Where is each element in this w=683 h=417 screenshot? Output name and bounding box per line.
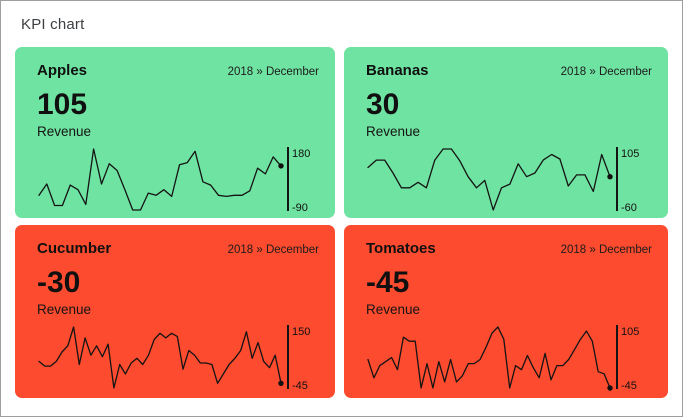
svg-text:-90: -90 (292, 202, 308, 214)
kpi-value-label: Revenue (366, 124, 421, 139)
kpi-title: Apples (37, 62, 88, 79)
kpi-value: -30 (37, 266, 81, 299)
sparkline-chart: 180 -90 (37, 144, 319, 214)
svg-text:-45: -45 (292, 380, 308, 392)
kpi-period-breadcrumb[interactable]: 2018 » December (560, 244, 652, 256)
kpi-grid: Apples 2018 » December 105 Revenue 180 -9… (15, 47, 668, 398)
svg-text:-60: -60 (621, 202, 637, 214)
sparkline-chart: 105 -60 (366, 144, 648, 214)
kpi-value: 30 (366, 88, 400, 121)
kpi-card-bananas[interactable]: Bananas 2018 » December 30 Revenue 105 -6… (344, 47, 668, 218)
kpi-title: Cucumber (37, 240, 112, 257)
svg-text:105: 105 (621, 148, 639, 160)
svg-text:150: 150 (292, 326, 310, 338)
kpi-value-label: Revenue (37, 124, 92, 139)
card-header: Cucumber 2018 » December (37, 240, 319, 257)
kpi-period-breadcrumb[interactable]: 2018 » December (227, 244, 319, 256)
svg-text:105: 105 (621, 326, 639, 338)
svg-text:-45: -45 (621, 380, 637, 392)
sparkline-chart: 105 -45 (366, 322, 648, 392)
kpi-value-label: Revenue (366, 302, 421, 317)
kpi-value-label: Revenue (37, 302, 92, 317)
sparkline-chart: 150 -45 (37, 322, 319, 392)
card-header: Bananas 2018 » December (366, 62, 652, 79)
kpi-value: 105 (37, 88, 88, 121)
page-title: KPI chart (21, 16, 85, 33)
kpi-value: -45 (366, 266, 410, 299)
kpi-card-tomatoes[interactable]: Tomatoes 2018 » December -45 Revenue 105… (344, 225, 668, 398)
card-header: Apples 2018 » December (37, 62, 319, 79)
kpi-card-apples[interactable]: Apples 2018 » December 105 Revenue 180 -9… (15, 47, 335, 218)
kpi-title: Tomatoes (366, 240, 436, 257)
svg-text:180: 180 (292, 148, 310, 160)
card-header: Tomatoes 2018 » December (366, 240, 652, 257)
kpi-title: Bananas (366, 62, 429, 79)
kpi-period-breadcrumb[interactable]: 2018 » December (227, 66, 319, 78)
kpi-period-breadcrumb[interactable]: 2018 » December (560, 66, 652, 78)
kpi-card-cucumber[interactable]: Cucumber 2018 » December -30 Revenue 150… (15, 225, 335, 398)
